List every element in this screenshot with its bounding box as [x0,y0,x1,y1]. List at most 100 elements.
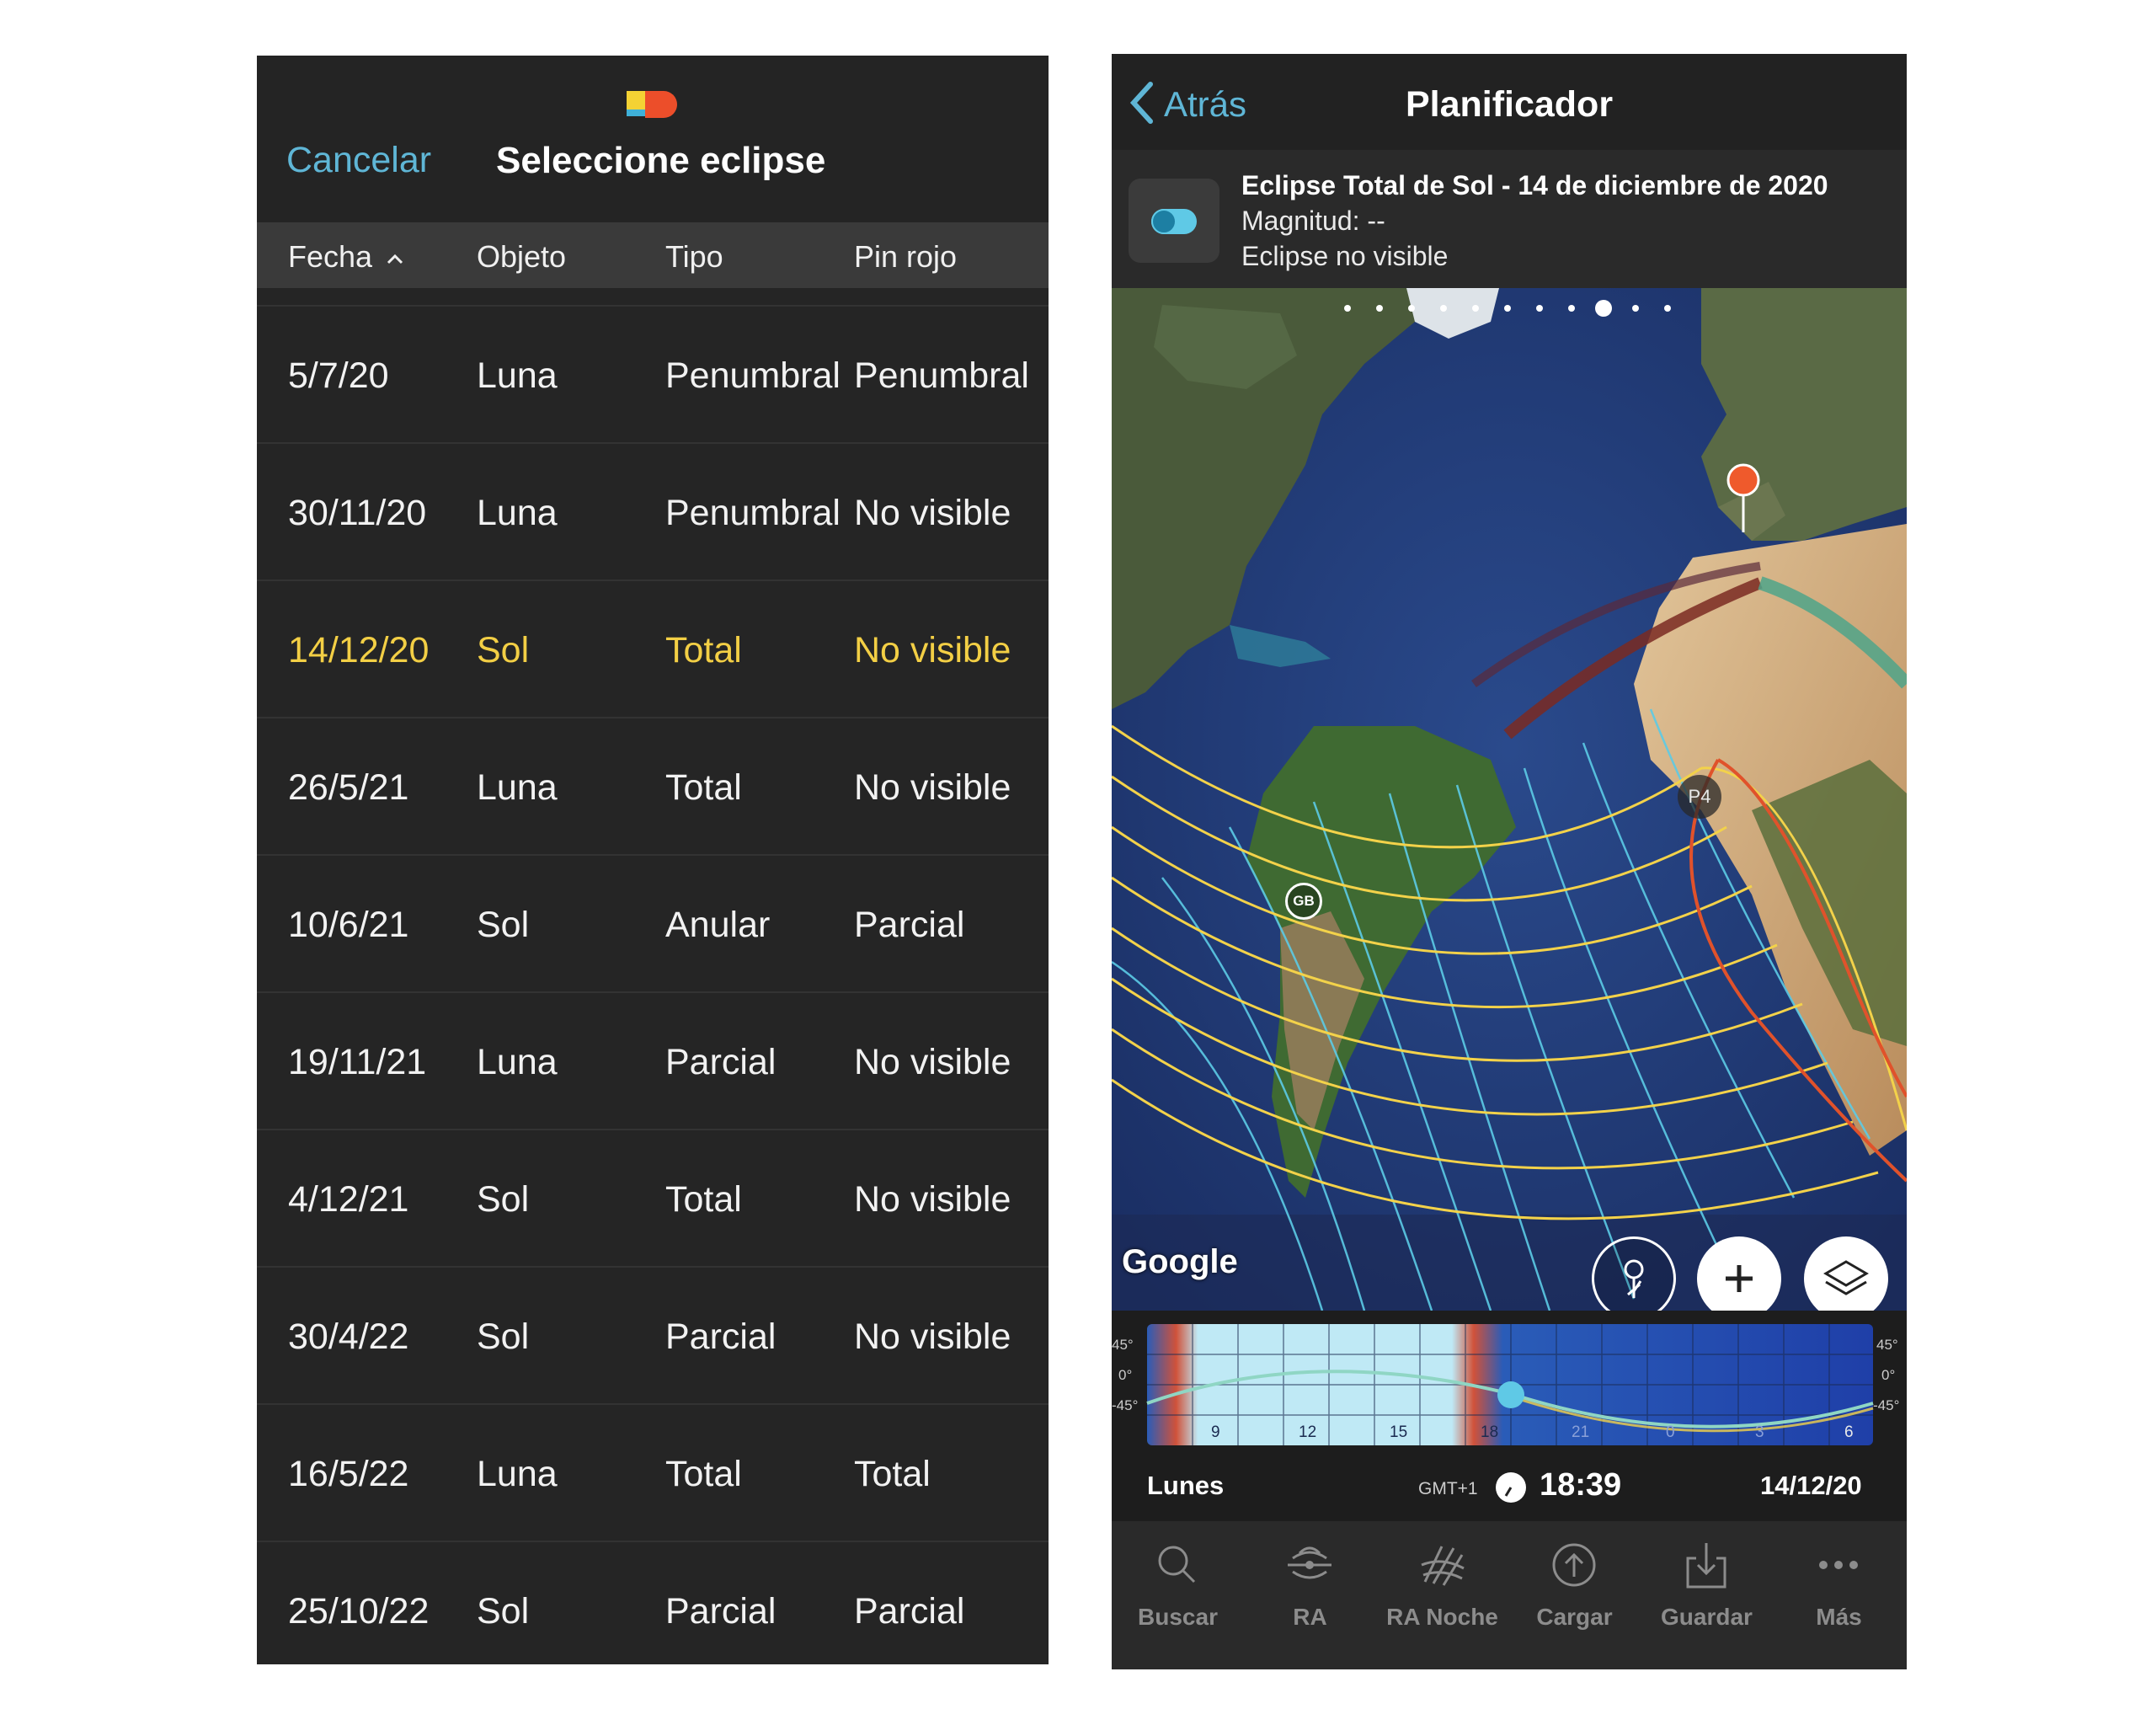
clock-icon[interactable] [1494,1471,1528,1504]
row-date: 4/12/21 [288,1179,409,1220]
cancel-button[interactable]: Cancelar [286,140,432,180]
tab-label: RA [1293,1604,1327,1630]
row-type: Total [665,1454,742,1494]
table-header: Fecha Objeto Tipo Pin rojo [257,222,1049,288]
tab-label: Guardar [1661,1604,1753,1630]
tab-ra-noche[interactable]: RA Noche [1376,1521,1508,1669]
planner-navbar: Atrás Planificador [1112,54,1907,150]
eclipse-row[interactable]: 30/11/20 Luna Penumbral No visible [257,442,1049,581]
tab-guardar[interactable]: Guardar [1641,1521,1773,1669]
elevation-graph-area[interactable]: 45° 0° -45° 45° 0° -45° 9 12 15 18 21 0 … [1112,1311,1907,1521]
hour-label-0: 0 [1666,1423,1675,1441]
p4-marker[interactable]: P4 [1678,775,1721,819]
timezone-label[interactable]: GMT+1 [1418,1479,1478,1498]
row-object: Sol [477,630,530,670]
map-page-dots[interactable] [1344,300,1671,317]
plus-icon [1726,1265,1753,1292]
row-date: 30/4/22 [288,1316,409,1357]
row-date: 30/11/20 [288,493,427,533]
row-type: Parcial [665,1042,776,1082]
pin-location-button[interactable] [1592,1236,1676,1321]
row-pin: No visible [854,767,1011,808]
eclipse-row[interactable]: 25/10/22 Sol Parcial Parcial [257,1541,1049,1664]
row-pin: No visible [854,1316,1011,1357]
eclipse-row[interactable]: 16/5/22 Luna Total Total [257,1403,1049,1542]
row-type: Total [665,767,742,808]
page-title: Planificador [1405,84,1614,125]
eclipse-row[interactable]: 14/12/20 Sol Total No visible [257,579,1049,718]
row-date: 16/5/22 [288,1454,409,1494]
sun-elevation-graph: 45° 0° -45° 45° 0° -45° 9 12 15 18 21 0 … [1112,1324,1899,1445]
hour-label-3: 3 [1755,1423,1764,1441]
app-logo-icon [627,91,677,118]
more-icon [1819,1561,1858,1569]
layers-button[interactable] [1804,1236,1888,1321]
tab-cargar[interactable]: Cargar [1508,1521,1641,1669]
eclipse-magnitude: Magnitud: -- [1241,206,1385,236]
row-pin: Total [854,1454,931,1494]
gb-marker[interactable]: GB [1285,883,1322,920]
eclipse-title: Eclipse Total de Sol - 14 de diciembre d… [1241,170,1828,200]
graph-tick-right-minus45: -45° [1873,1397,1899,1413]
eclipse-map[interactable]: P4 GB Google [1112,288,1907,1321]
row-object: Luna [477,493,558,533]
pin-icon [1624,1259,1644,1298]
eclipse-row[interactable]: 30/4/22 Sol Parcial No visible [257,1266,1049,1405]
date-label[interactable]: 14/12/20 [1760,1471,1862,1500]
row-pin: Parcial [854,905,965,945]
p4-label: P4 [1688,786,1711,807]
upload-icon [1552,1543,1596,1587]
column-header-fecha-label: Fecha [288,239,373,274]
add-button[interactable] [1697,1236,1781,1321]
row-pin: No visible [854,1179,1011,1220]
row-pin: No visible [854,630,1011,670]
back-chevron-icon[interactable] [1127,79,1155,126]
bottom-tab-bar: Buscar RA RA Noche Cargar [1112,1521,1907,1669]
row-object: Sol [477,1591,530,1632]
row-date: 14/12/20 [288,630,430,670]
eclipse-row[interactable]: 19/11/21 Luna Parcial No visible [257,991,1049,1130]
row-type: Penumbral [665,355,841,396]
row-pin: Penumbral [854,355,1029,396]
hour-label-18: 18 [1481,1423,1498,1441]
tab-label: Buscar [1138,1604,1218,1630]
google-logo: Google [1122,1243,1238,1280]
chevron-up-icon [387,254,403,264]
row-type: Parcial [665,1591,776,1632]
column-header-objeto[interactable]: Objeto [477,239,567,274]
back-button[interactable]: Atrás [1164,84,1247,124]
eclipse-row[interactable]: 26/5/21 Luna Total No visible [257,717,1049,856]
time-label[interactable]: 18:39 [1540,1467,1622,1503]
eclipse-row[interactable]: 4/12/21 Sol Total No visible [257,1129,1049,1268]
layers-icon [1823,1260,1869,1295]
row-object: Luna [477,355,558,396]
row-object: Luna [477,1454,558,1494]
row-type: Total [665,630,742,670]
gb-label: GB [1293,893,1315,909]
toggle-switch-icon [1151,209,1197,234]
tab-label: Cargar [1536,1604,1613,1630]
ar-night-icon [1421,1546,1465,1586]
tab-mas[interactable]: Más [1773,1521,1905,1669]
row-object: Sol [477,1316,530,1357]
eclipse-visibility: Eclipse no visible [1241,241,1449,271]
graph-tick-right-0: 0° [1881,1367,1895,1383]
column-header-fecha[interactable]: Fecha [288,239,404,275]
eclipse-selector-panel: Cancelar Seleccione eclipse Fecha Objeto… [257,56,1049,1664]
tab-ra[interactable]: RA [1244,1521,1376,1669]
red-pin-icon[interactable] [1726,463,1760,532]
column-header-tipo[interactable]: Tipo [665,239,723,274]
row-object: Sol [477,1179,530,1220]
tab-label: Más [1816,1604,1862,1630]
row-pin: No visible [854,493,1011,533]
hour-label-15: 15 [1390,1423,1407,1441]
eclipse-toggle-button[interactable] [1129,179,1219,263]
column-header-pin[interactable]: Pin rojo [854,239,958,274]
eclipse-row[interactable]: 5/7/20 Luna Penumbral Penumbral [257,305,1049,444]
search-icon [1158,1546,1196,1583]
row-object: Luna [477,767,558,808]
tab-buscar[interactable]: Buscar [1112,1521,1244,1669]
row-date: 5/7/20 [288,355,389,396]
eclipse-row[interactable]: 10/6/21 Sol Anular Parcial [257,854,1049,993]
day-label: Lunes [1147,1471,1225,1500]
